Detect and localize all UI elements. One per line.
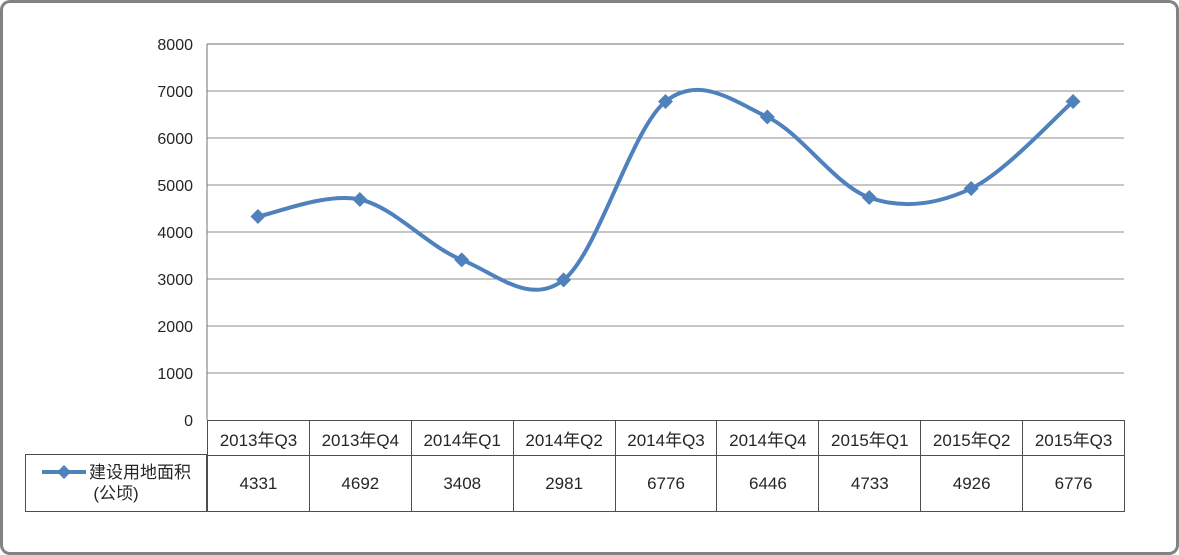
y-tick-label: 8000: [157, 37, 193, 54]
category-header-cell: 2013年Q4: [310, 421, 412, 455]
data-point-marker: [250, 208, 266, 224]
value-cell: 6446: [717, 456, 820, 511]
y-tick-label: 7000: [157, 84, 193, 101]
category-header-cell: 2014年Q4: [717, 421, 820, 455]
legend-line: 建设用地面积: [41, 462, 191, 483]
category-header-cell: 2015年Q2: [921, 421, 1024, 455]
data-point-marker: [861, 190, 877, 206]
legend-label: 建设用地面积: [89, 462, 191, 482]
value-cell: 6776: [616, 456, 718, 511]
y-tick-label: 3000: [157, 272, 193, 289]
data-point-marker: [658, 94, 673, 110]
category-header-cell: 2014年Q3: [616, 421, 718, 455]
data-point-marker: [556, 272, 572, 288]
data-point-marker: [1065, 94, 1081, 110]
data-point-marker: [759, 109, 775, 125]
legend-unit: (公顷): [93, 484, 139, 503]
y-tick-label: 1000: [157, 366, 193, 383]
category-header-cell: 2014年Q1: [412, 421, 514, 455]
value-cell: 4733: [819, 456, 922, 511]
data-point-marker: [963, 180, 979, 196]
table-header-row: 2013年Q3 2013年Q4 2014年Q1 2014年Q2 2014年Q3 2014年…: [207, 420, 1126, 455]
legend-line-diamond-marker-icon: [42, 465, 86, 480]
y-tick-label: 5000: [157, 178, 193, 195]
value-cell: 4692: [310, 456, 412, 511]
y-tick-label: 2000: [157, 319, 193, 336]
value-cell: 3408: [412, 456, 514, 511]
table-value-row: 4331 4692 3408 2981 6776 6446 4733 4926 6776: [207, 455, 1126, 512]
legend-cell: 建设用地面积 (公顷): [25, 454, 207, 512]
value-cell: 6776: [1023, 456, 1126, 511]
category-header-cell: 2015年Q1: [819, 421, 922, 455]
value-cell: 4331: [208, 456, 310, 511]
category-header-cell: 2014年Q2: [514, 421, 616, 455]
y-tick-label: 6000: [157, 131, 193, 148]
series-line: [255, 87, 1076, 292]
value-cell: 2981: [514, 456, 616, 511]
category-header-cell: 2013年Q3: [208, 421, 310, 455]
y-tick-label: 4000: [157, 225, 193, 242]
y-tick-label: 0: [184, 413, 193, 430]
data-point-marker: [352, 191, 368, 207]
data-point-marker: [454, 252, 470, 268]
category-header-cell: 2015年Q3: [1023, 421, 1126, 455]
value-cell: 4926: [921, 456, 1024, 511]
